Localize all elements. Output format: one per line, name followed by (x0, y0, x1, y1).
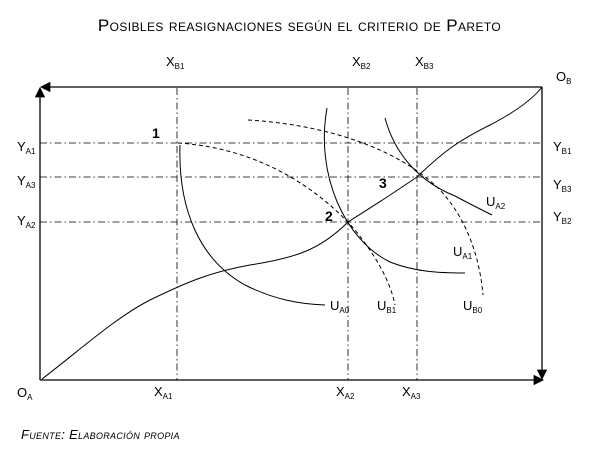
label-ya1: YA1 (17, 139, 36, 156)
label-xa1: XA1 (154, 384, 173, 401)
origin-a-label: OA (17, 385, 33, 402)
label-ua2: UA2 (486, 194, 506, 211)
label-xa2: XA2 (336, 384, 355, 401)
curve-ua2 (384, 117, 493, 216)
point-2-label: 2 (325, 208, 333, 224)
curve-ua0 (179, 144, 326, 306)
label-xb2: XB2 (352, 54, 371, 71)
point-3-label: 3 (379, 175, 387, 191)
diagram-title: Posibles reasignaciones según el criteri… (97, 16, 502, 35)
label-ya2: YA2 (17, 213, 36, 230)
label-yb1: YB1 (553, 139, 572, 156)
point-1-label: 1 (152, 125, 160, 141)
curve-ua1 (323, 107, 466, 274)
label-xa3: XA3 (402, 384, 421, 401)
label-ua0: UA0 (330, 298, 350, 315)
origin-b-label: OB (556, 69, 571, 86)
label-yb2: YB2 (553, 209, 572, 226)
contract-curve (41, 86, 543, 380)
label-xb1: XB1 (166, 54, 185, 71)
label-yb3: YB3 (553, 177, 572, 194)
label-xb3: XB3 (415, 54, 434, 71)
label-ya3: YA3 (17, 173, 36, 190)
source-note: Fuente: Elaboración propia (21, 427, 180, 442)
label-ua1: UA1 (453, 244, 473, 261)
label-ub1: UB1 (377, 298, 397, 315)
label-ub0: UB0 (463, 298, 483, 315)
curve-ub1 (177, 142, 396, 306)
curve-ub0 (247, 119, 484, 296)
